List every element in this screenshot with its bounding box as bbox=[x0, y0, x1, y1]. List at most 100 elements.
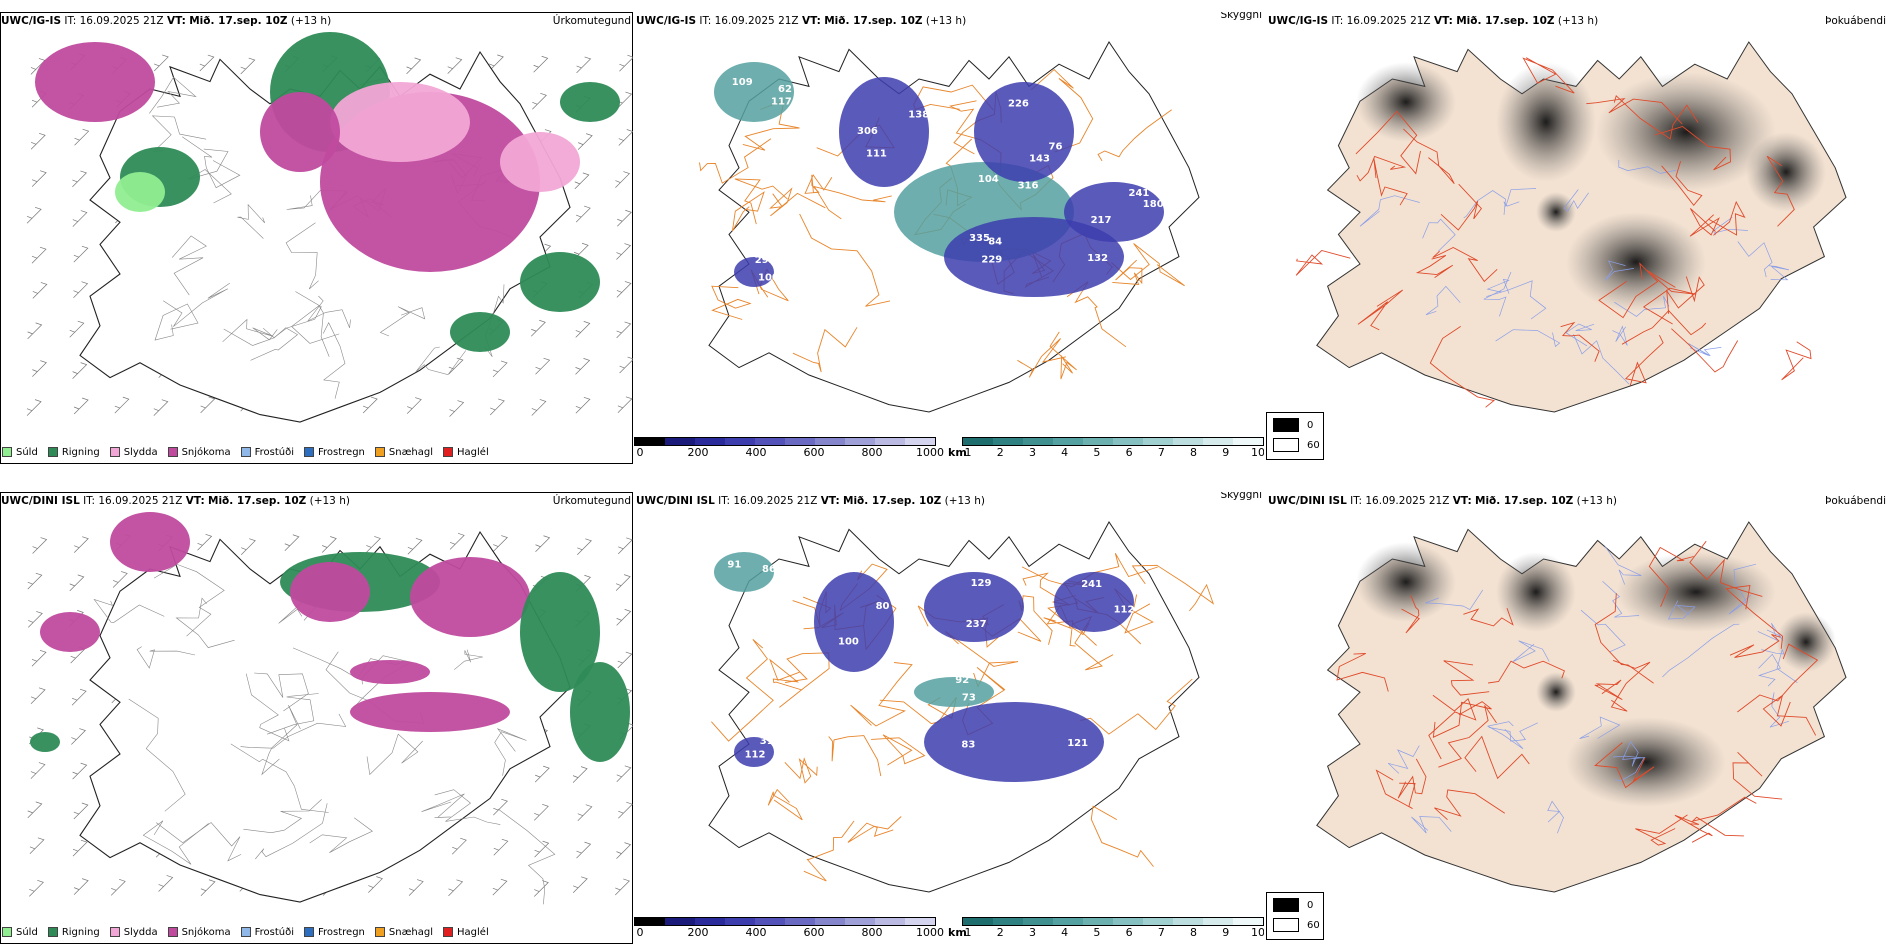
visibility-label: 138 bbox=[908, 110, 929, 121]
legend-label: Rigning bbox=[61, 926, 100, 938]
colorbar-tick: 4 bbox=[1061, 446, 1069, 459]
precip-legend: Súld Rigning Slydda Snjókoma Frostúði Frostre… bbox=[2, 444, 489, 460]
colorbar-tick: 3 bbox=[1028, 446, 1036, 459]
model-name: UWC/IG-IS bbox=[636, 15, 697, 27]
fog-area bbox=[1776, 612, 1836, 672]
precip-area bbox=[520, 252, 600, 312]
colorbar-swatch bbox=[1113, 918, 1143, 925]
row2-visibility-panel: UWC/DINI ISL IT: 16.09.2025 21Z VT: Mið.… bbox=[634, 492, 1264, 944]
colorbar-tick: 9 bbox=[1222, 446, 1230, 459]
legend-swatch bbox=[1273, 898, 1299, 912]
colorbar-tick: 1000 bbox=[915, 446, 944, 459]
vt-label: VT: bbox=[1433, 15, 1453, 27]
precip-legend-item: Snjókoma bbox=[167, 447, 231, 458]
visibility-area bbox=[839, 77, 929, 187]
fog-area bbox=[1596, 72, 1776, 192]
colorbar-swatch bbox=[1053, 918, 1083, 925]
colorbar-tick: 3 bbox=[1028, 926, 1036, 939]
colorbar-unit: km bbox=[948, 926, 967, 939]
colorbar-swatch bbox=[725, 918, 755, 925]
colorbar-swatch bbox=[665, 918, 695, 925]
river-network bbox=[1387, 545, 1798, 834]
visibility-area bbox=[814, 572, 894, 672]
visibility-label: 132 bbox=[1087, 253, 1108, 264]
legend-label: Slydda bbox=[123, 446, 158, 458]
it-label: IT: bbox=[1350, 495, 1363, 507]
fog-area bbox=[1496, 552, 1576, 632]
legend-swatch bbox=[443, 927, 454, 937]
visibility-area bbox=[924, 702, 1104, 782]
colorbar-tick: 1 bbox=[964, 446, 972, 459]
legend-label: Frostregn bbox=[318, 446, 365, 458]
fog-legend-item: 60 bbox=[1273, 438, 1320, 452]
colorbar-swatch bbox=[963, 918, 993, 925]
precip-legend-item: Frostregn bbox=[304, 447, 365, 458]
lead-time: (+13 h) bbox=[290, 15, 332, 27]
vt-value: Mið. 17.sep. 10Z bbox=[208, 495, 307, 507]
visibility-label: 310 bbox=[760, 736, 781, 747]
colorbar-swatch bbox=[1233, 918, 1263, 925]
visibility-area bbox=[974, 82, 1074, 182]
fog-area bbox=[1356, 542, 1456, 622]
precip-legend-item: Rigning bbox=[47, 447, 100, 458]
visibility-label: 111 bbox=[866, 149, 887, 160]
it-value: 16.09.2025 21Z bbox=[714, 15, 799, 27]
panel-title: Þokuábendi bbox=[1825, 495, 1886, 507]
colorbar-swatch bbox=[785, 918, 815, 925]
vt-label: VT: bbox=[166, 15, 186, 27]
ceiling-colorbar: 02004006008001000m bbox=[634, 437, 944, 459]
precip-area bbox=[30, 732, 60, 752]
precip-area bbox=[450, 312, 510, 352]
row2-precip-header: UWC/DINI ISL IT: 16.09.2025 21Z VT: Mið.… bbox=[1, 495, 631, 511]
it-value: 16.09.2025 21Z bbox=[1346, 15, 1431, 27]
visibility-area bbox=[914, 677, 994, 707]
legend-swatch bbox=[304, 447, 314, 457]
panel-title: Þokuábendi bbox=[1825, 15, 1886, 27]
precip-area bbox=[520, 572, 600, 692]
colorbar-swatch bbox=[695, 438, 725, 445]
colorbar-tick: 2 bbox=[996, 926, 1004, 939]
colorbar-swatch bbox=[815, 438, 845, 445]
colorbar-swatch bbox=[1113, 438, 1143, 445]
legend-swatch bbox=[47, 447, 58, 457]
it-label: IT: bbox=[699, 15, 712, 27]
vt-label: VT: bbox=[801, 15, 821, 27]
road-network bbox=[1336, 540, 1819, 846]
legend-swatch bbox=[167, 447, 178, 457]
legend-swatch bbox=[374, 927, 385, 937]
colorbar-swatch bbox=[1023, 918, 1053, 925]
visibility-area bbox=[1064, 182, 1164, 242]
vt-value: Mið. 17.sep. 10Z bbox=[1475, 495, 1574, 507]
colorbar-swatch bbox=[1143, 438, 1173, 445]
colorbar-swatch bbox=[1083, 438, 1113, 445]
fog-area bbox=[1746, 132, 1826, 212]
precip-map bbox=[27, 512, 633, 905]
visibility-label: 76 bbox=[1049, 141, 1063, 152]
visibility-colorbar: 1 2 3 4 5 6 7 8 9 10 km bbox=[948, 917, 1264, 939]
legend-swatch bbox=[1273, 918, 1299, 932]
colorbar-swatch bbox=[785, 438, 815, 445]
colorbar-tick: 0 bbox=[636, 926, 644, 939]
colorbar-swatch bbox=[845, 438, 875, 445]
colorbar-tick: 200 bbox=[687, 926, 709, 939]
legend-label: Frostregn bbox=[318, 926, 365, 938]
precip-area bbox=[330, 82, 470, 162]
it-label: IT: bbox=[64, 15, 77, 27]
lead-time: (+13 h) bbox=[925, 15, 967, 27]
colorbar-tick: 1000 bbox=[915, 926, 944, 939]
visibility-label: 316 bbox=[1018, 181, 1039, 192]
legend-label: Snæhagl bbox=[388, 926, 434, 938]
precip-area bbox=[110, 512, 190, 572]
road-network bbox=[1295, 57, 1812, 408]
legend-label: 0 bbox=[1307, 899, 1314, 911]
precip-legend-item: Súld bbox=[2, 927, 38, 938]
lead-time: (+13 h) bbox=[1576, 495, 1617, 507]
visibility-label: 335 bbox=[969, 233, 990, 244]
colorbar-swatch bbox=[1203, 438, 1233, 445]
colorbar-tick: 5 bbox=[1093, 926, 1101, 939]
visibility-label: 109 bbox=[732, 77, 753, 88]
precip-area bbox=[290, 562, 370, 622]
panel-title: Skyggni bbox=[1220, 492, 1263, 501]
visibility-label: 143 bbox=[1029, 154, 1050, 165]
legend-swatch bbox=[2, 447, 12, 457]
